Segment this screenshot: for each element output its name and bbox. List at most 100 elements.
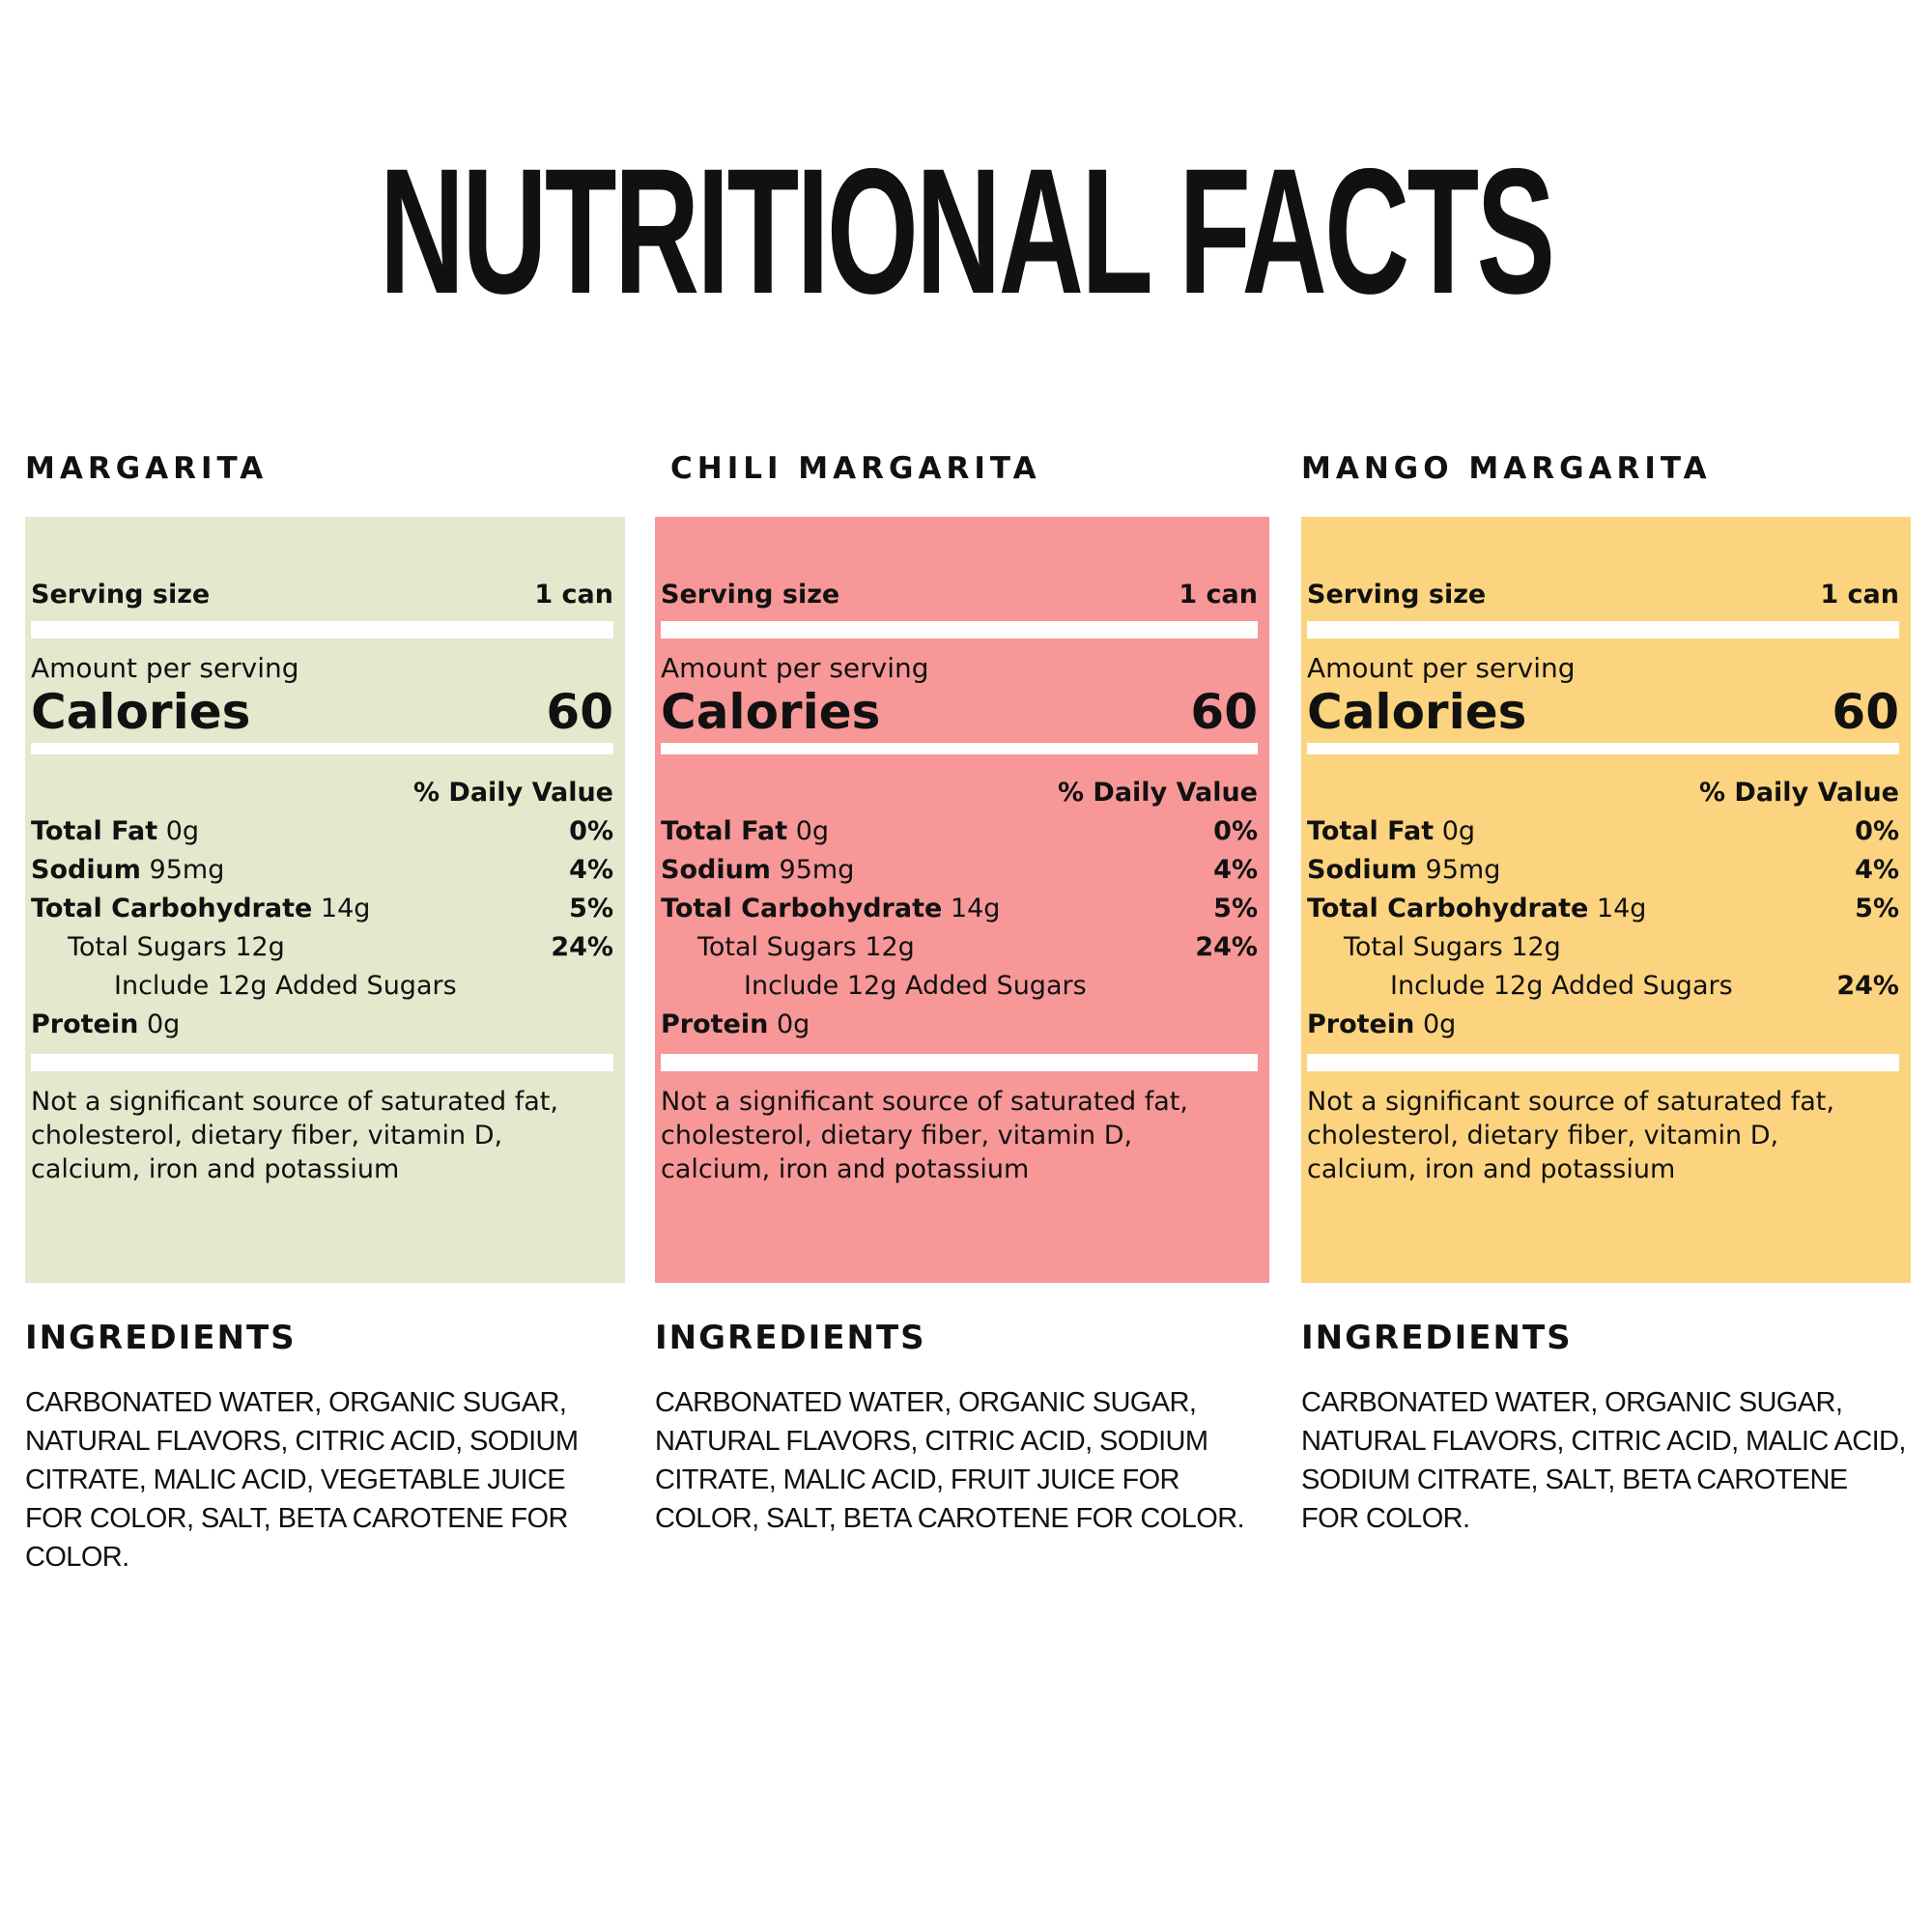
daily-value: 0% (1213, 816, 1258, 846)
serving-value: 1 can (534, 580, 613, 610)
daily-value: 4% (1213, 855, 1258, 885)
daily-value: 5% (1855, 894, 1899, 923)
daily-value: 24% (1836, 971, 1899, 1001)
product-name: MANGO MARGARITA (1301, 451, 1712, 486)
nutrient-amount: 14g (950, 894, 1001, 923)
calories-value: 60 (546, 684, 613, 740)
daily-value: 5% (569, 894, 613, 923)
nutrient-name: Protein 0g (31, 1006, 180, 1044)
nutrient-name: Total Fat 0g (31, 812, 199, 851)
nutrient-label: Total Carbohydrate (31, 894, 313, 923)
serving-value: 1 can (1820, 580, 1899, 610)
nutrient-text: Include 12g Added Sugars (1390, 971, 1733, 1001)
nutrient-name: Protein 0g (661, 1006, 810, 1044)
daily-value: 4% (1855, 855, 1899, 885)
nutrient-row: Total Sugars 12g 24% (661, 928, 1258, 967)
daily-value: 24% (551, 932, 613, 962)
divider (31, 743, 613, 754)
amount-label: Amount per serving (661, 652, 929, 684)
nutrient-row: Total Carbohydrate 14g 5% (661, 890, 1258, 928)
nutrient-name: Total Sugars 12g (661, 928, 915, 967)
nutrient-row: Total Carbohydrate 14g 5% (31, 890, 613, 928)
nutrient-label: Sodium (661, 855, 771, 885)
nutrient-name: Include 12g Added Sugars (661, 967, 1087, 1006)
calories-label: Calories (1307, 684, 1527, 740)
nutrient-label: Protein (31, 1009, 139, 1039)
nutrient-name: Sodium 95mg (661, 851, 854, 890)
divider (661, 1054, 1258, 1071)
nutrient-row: Protein 0g (1307, 1006, 1899, 1044)
serving-row: Serving size 1 can (1307, 579, 1899, 611)
ingredients-heading: INGREDIENTS (1301, 1319, 1573, 1357)
nutrient-label: Sodium (1307, 855, 1417, 885)
nutrient-row: Protein 0g (661, 1006, 1258, 1044)
daily-value-header: % Daily Value (1057, 778, 1258, 808)
nutrient-amount: 0g (165, 816, 200, 846)
product-name: MARGARITA (25, 451, 269, 486)
calories-value: 60 (1190, 684, 1258, 740)
daily-value: 0% (1855, 816, 1899, 846)
nutrient-row: Include 12g Added Sugars (661, 967, 1258, 1006)
calories-label: Calories (661, 684, 881, 740)
nutrient-text: Total Sugars 12g (1344, 932, 1561, 962)
daily-value: 5% (1213, 894, 1258, 923)
nutrient-name: Total Fat 0g (1307, 812, 1475, 851)
nutrient-amount: 95mg (1425, 855, 1501, 885)
nutrient-name: Total Sugars 12g (31, 928, 285, 967)
ingredients-heading: INGREDIENTS (655, 1319, 926, 1357)
footnote: Not a significant source of saturated fa… (31, 1087, 558, 1184)
footnote: Not a significant source of saturated fa… (1307, 1087, 1834, 1184)
calories-row: Calories 60 (31, 685, 613, 739)
product-column: MARGARITA Serving size 1 can Amount per ser… (25, 446, 625, 1573)
nutrient-label: Total Carbohydrate (661, 894, 943, 923)
nutrient-name: Total Carbohydrate 14g (661, 890, 1000, 928)
nutrient-row: Total Sugars 12g 24% (31, 928, 613, 967)
nutrient-name: Total Sugars 12g (1307, 928, 1561, 967)
serving-label: Serving size (1307, 580, 1487, 610)
nutrient-row: Sodium 95mg 4% (31, 851, 613, 890)
calories-row: Calories 60 (661, 685, 1258, 739)
nutrient-label: Total Fat (661, 816, 788, 846)
ingredients-text: CARBONATED WATER, ORGANIC SUGAR, NATURAL… (1301, 1387, 1906, 1534)
nutrient-row: Sodium 95mg 4% (1307, 851, 1899, 890)
serving-label: Serving size (31, 580, 211, 610)
nutrient-name: Total Carbohydrate 14g (1307, 890, 1646, 928)
daily-value-header: % Daily Value (1698, 778, 1899, 808)
nutrient-row: Total Fat 0g 0% (31, 812, 613, 851)
nutrient-amount: 0g (1422, 1009, 1457, 1039)
nutrient-name: Sodium 95mg (31, 851, 224, 890)
nutrient-label: Total Fat (31, 816, 158, 846)
nutrient-name: Include 12g Added Sugars (31, 967, 457, 1006)
nutrient-name: Protein 0g (1307, 1006, 1456, 1044)
nutrient-amount: 0g (795, 816, 830, 846)
nutrient-row: Total Carbohydrate 14g 5% (1307, 890, 1899, 928)
ingredients-text: CARBONATED WATER, ORGANIC SUGAR, NATURAL… (655, 1387, 1245, 1534)
nutrient-label: Total Carbohydrate (1307, 894, 1589, 923)
nutrient-amount: 95mg (779, 855, 855, 885)
serving-row: Serving size 1 can (661, 579, 1258, 611)
nutrient-name: Total Fat 0g (661, 812, 829, 851)
divider (1307, 621, 1899, 639)
daily-value: 4% (569, 855, 613, 885)
nutrient-name: Include 12g Added Sugars (1307, 967, 1733, 1006)
nutrient-label: Total Fat (1307, 816, 1435, 846)
nutrient-label: Sodium (31, 855, 141, 885)
divider (1307, 743, 1899, 754)
divider (661, 621, 1258, 639)
product-name: CHILI MARGARITA (670, 451, 1041, 486)
nutrition-label: Serving size 1 can Amount per serving Calor… (1301, 517, 1911, 1283)
product-column: MANGO MARGARITA Serving size 1 can Amount p… (1301, 446, 1911, 1534)
nutrient-name: Sodium 95mg (1307, 851, 1500, 890)
divider (661, 743, 1258, 754)
divider (31, 1054, 613, 1071)
divider (1307, 1054, 1899, 1071)
daily-value-header: % Daily Value (412, 778, 613, 808)
nutrient-amount: 14g (1596, 894, 1647, 923)
amount-label: Amount per serving (31, 652, 299, 684)
title-text: NUTRITIONAL FACTS (379, 132, 1555, 331)
ingredients-text: CARBONATED WATER, ORGANIC SUGAR, NATURAL… (25, 1387, 579, 1573)
nutrient-label: Protein (1307, 1009, 1415, 1039)
nutrient-row: Include 12g Added Sugars (31, 967, 613, 1006)
nutrient-row: Total Fat 0g 0% (661, 812, 1258, 851)
